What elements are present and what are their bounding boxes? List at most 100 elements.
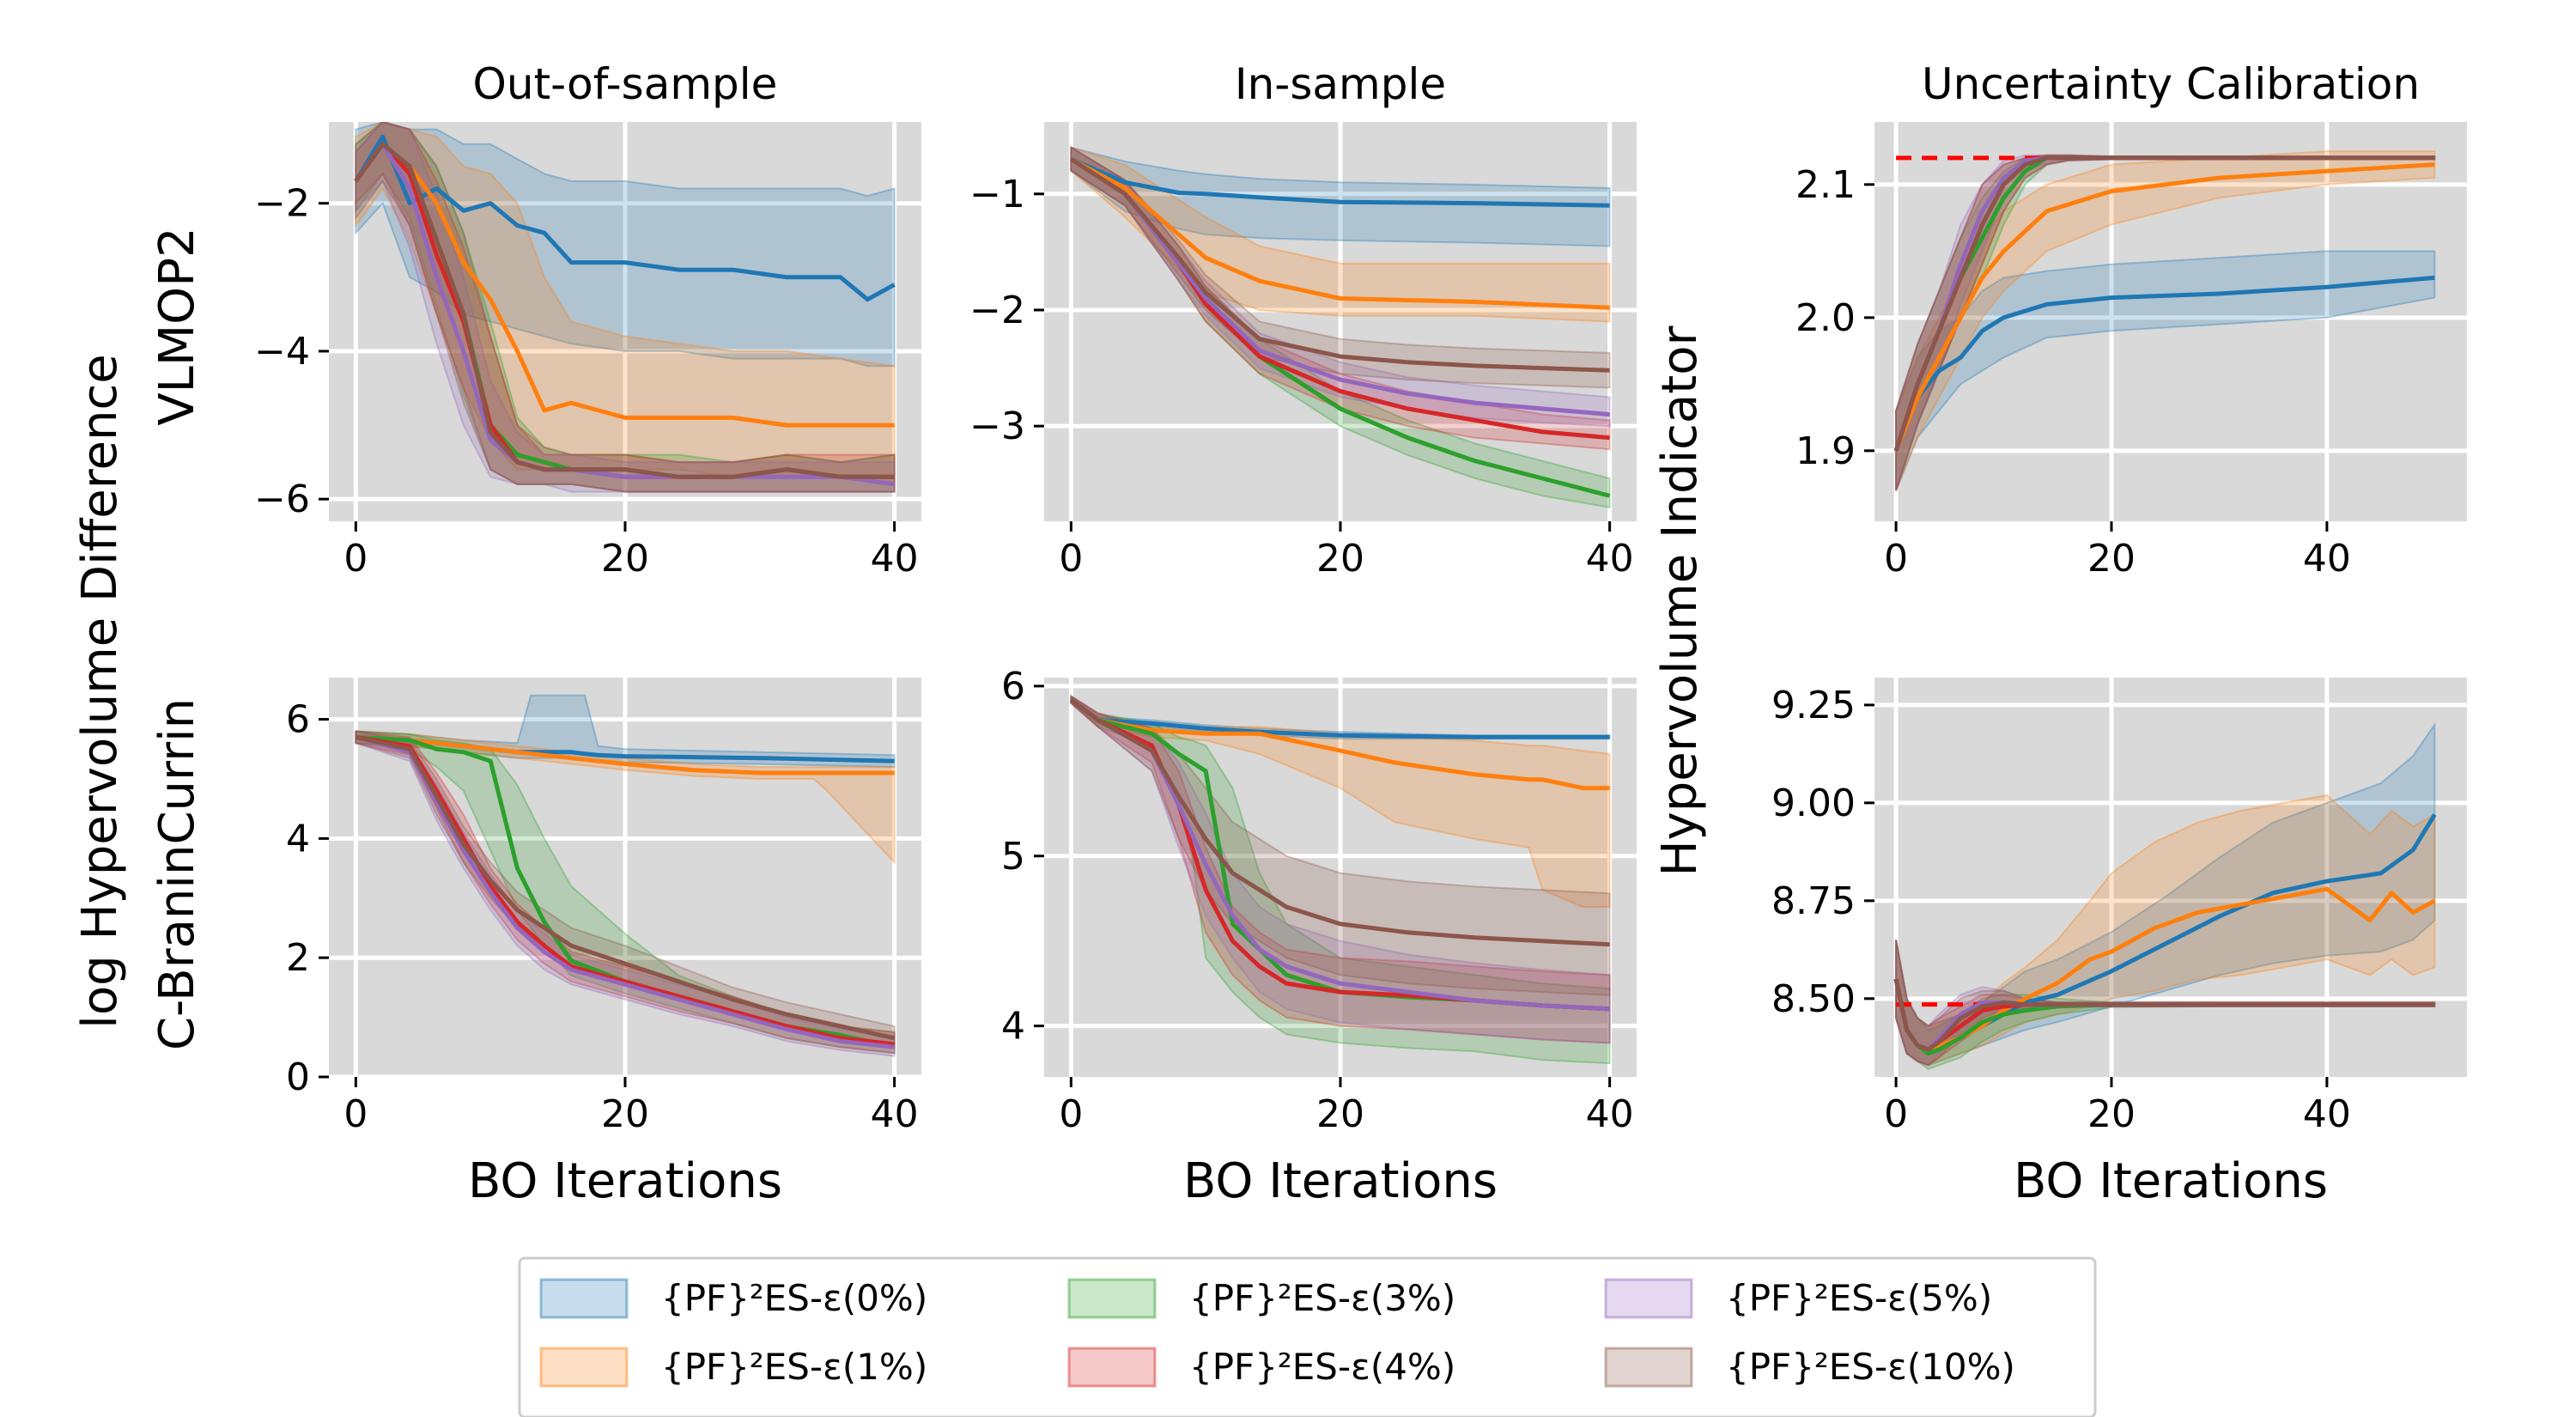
series-line [1069,697,1610,947]
legend-frame [518,1256,2097,1417]
y-tick-label: −3 [969,404,1025,448]
plot-data-area [1893,721,2437,1071]
y-tick-label: −4 [254,330,310,374]
plot-data-area [354,122,896,493]
y-tick-label: −2 [969,289,1025,332]
confidence-band [355,122,896,368]
series-line [355,734,895,1049]
x-axis-label: BO Iterations [1183,1153,1498,1209]
x-axis-label: BO Iterations [2014,1153,2328,1209]
series-line [1070,157,1610,373]
plot-data-area [1070,145,1611,508]
x-tick-label: 40 [871,537,919,581]
legend-label: {PF}²ES-ε(1%) [661,1346,927,1388]
subplot-3: 0 20 40 1.9 2.0 2.1 Uncertainty Calibration [1795,59,2467,581]
x-tick-label: 20 [601,537,649,581]
legend-swatch [1604,1347,1693,1388]
x-tick-label: 0 [1059,1092,1083,1136]
y-tick-label: 5 [1001,835,1025,879]
confidence-band [355,730,896,1055]
series-line [1893,162,2435,452]
subplot-4: 0 20 40 0 2 4 6 BO Iterations [286,678,921,1209]
legend-label: {PF}²ES-ε(4%) [1189,1346,1455,1388]
confidence-band [1070,694,1611,997]
legend-item: {PF}²ES-ε(0%) [539,1277,927,1319]
series-line [1893,155,2435,452]
legend-item: {PF}²ES-ε(1%) [539,1346,927,1388]
y-tick-label: 8.50 [1771,977,1856,1021]
x-tick-label: 20 [1316,1092,1364,1136]
series-line [1893,275,2435,452]
series-line [354,134,896,302]
y-tick-label: 4 [286,817,310,861]
y-tick-label: 9.00 [1771,781,1856,825]
confidence-band [1070,145,1611,389]
legend-swatch [1067,1278,1157,1319]
y-tick-label: 2 [286,936,310,980]
legend-item: {PF}²ES-ε(4%) [1067,1346,1455,1388]
x-tick-label: 0 [1059,537,1083,581]
legend-swatch [1067,1347,1157,1388]
y-tick-label: 8.75 [1771,879,1856,923]
confidence-band [355,730,896,1055]
y-tick-label: 2.0 [1795,296,1856,340]
series-line [1070,157,1610,310]
plot-data-area [355,694,896,1057]
confidence-band [355,122,896,493]
row-label-vlmop2: VLMOP2 [149,227,205,425]
series-line [1070,157,1610,208]
x-tick-label: 40 [871,1092,919,1136]
legend-swatch [539,1278,629,1319]
series-line [354,142,895,479]
x-tick-label: 0 [343,537,368,581]
x-tick-label: 40 [1586,1092,1634,1136]
series-line [355,734,896,1041]
legend-swatch [1604,1278,1693,1319]
series-line [355,734,895,1047]
legend: {PF}²ES-ε(0%) {PF}²ES-ε(1%) {PF}²ES-ε(3%) {… [518,1256,2097,1417]
y-tick-label: 6 [1001,665,1025,708]
series-line [355,734,895,775]
confidence-band [355,122,896,493]
subplot-title: In-sample [1235,59,1446,109]
x-tick-label: 40 [1586,537,1634,581]
subplot-1: 0 20 40 −6 −4 −2 Out-of-sample [254,59,921,581]
x-tick-label: 40 [2303,1092,2351,1136]
shared-y-label-left: log Hypervolume Difference [72,354,128,1028]
x-axis-label: BO Iterations [468,1153,782,1209]
x-tick-label: 20 [2087,1092,2136,1136]
plot-data-area [1893,150,2436,491]
x-tick-label: 0 [1884,537,1908,581]
legend-label: {PF}²ES-ε(0%) [661,1277,927,1319]
x-tick-label: 0 [343,1092,368,1136]
legend-swatch [539,1347,629,1388]
subplot-5: 0 20 40 4 5 6 BO Iterations [1001,665,1637,1209]
x-tick-label: 0 [1884,1092,1908,1136]
legend-label: {PF}²ES-ε(5%) [1726,1277,1992,1319]
x-tick-label: 40 [2303,537,2351,581]
legend-item: {PF}²ES-ε(5%) [1604,1277,1992,1319]
confidence-band [355,122,896,493]
x-tick-label: 20 [2087,537,2136,581]
plot-background [1874,122,2467,521]
confidence-band [1070,146,1611,247]
legend-label: {PF}²ES-ε(3%) [1189,1277,1455,1319]
confidence-band [1070,694,1611,909]
confidence-band [1070,146,1611,323]
shared-y-label-right: Hypervolume Indicator [1652,325,1708,877]
legend-item: {PF}²ES-ε(10%) [1604,1346,2015,1388]
row-label-c-branincurrin: C-BraninCurrin [149,698,205,1050]
confidence-band [1070,145,1611,428]
y-tick-label: 9.25 [1771,684,1856,727]
legend-label: {PF}²ES-ε(10%) [1726,1346,2015,1388]
y-tick-label: 0 [286,1055,310,1099]
subplot-title: Out-of-sample [473,59,778,109]
y-tick-label: 4 [1001,1005,1025,1049]
subplot-6: 0 20 40 8.50 8.75 9.00 9.25 BO Iterations [1771,678,2467,1209]
y-tick-label: −1 [969,173,1025,216]
confidence-band [355,122,896,493]
legend-item: {PF}²ES-ε(3%) [1067,1277,1455,1319]
y-tick-label: 1.9 [1795,429,1856,473]
y-tick-label: −6 [254,477,310,521]
